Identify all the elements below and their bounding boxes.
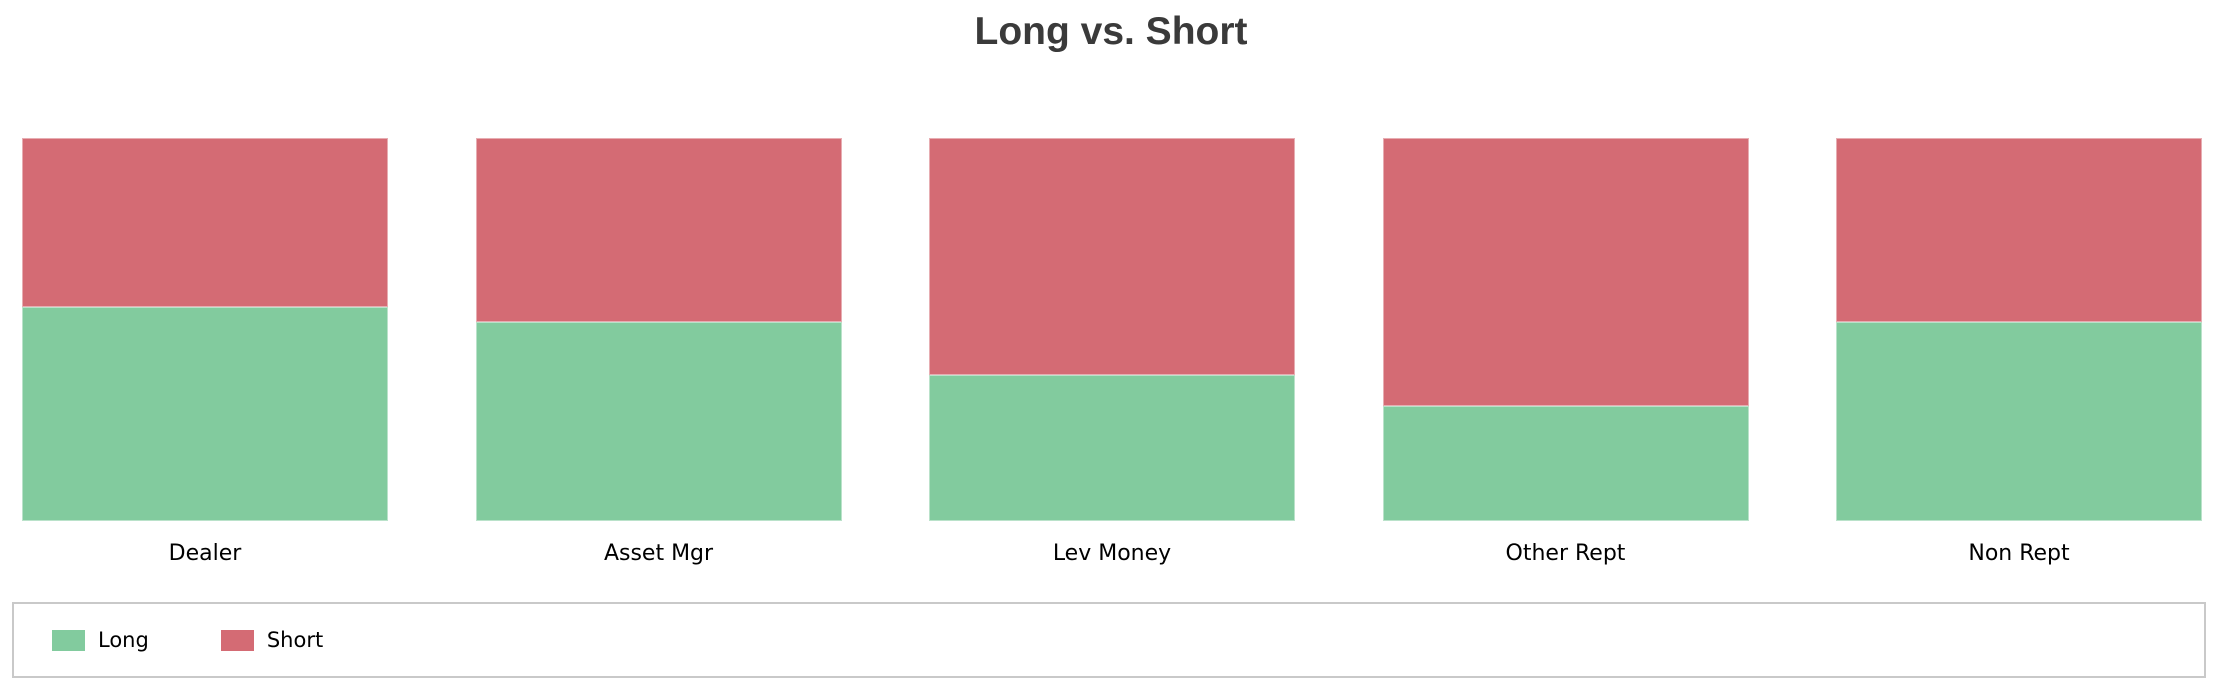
category-label: Asset Mgr [603,541,714,566]
bar-segment-short[interactable] [1382,138,1749,407]
bar-segment-long[interactable] [475,321,842,521]
stacked-bar[interactable] [929,138,1295,521]
bar-segment-short[interactable] [22,138,388,307]
bar-segment-short[interactable] [475,138,842,322]
category-label: Other Rept [1505,541,1626,566]
bar-segment-short[interactable] [1836,138,2202,322]
stacked-bar[interactable] [1382,138,1749,521]
bar-segment-long[interactable] [929,375,1295,521]
legend-item-long[interactable]: Long [52,628,149,652]
stacked-bar[interactable] [22,138,388,521]
category-label: Dealer [168,541,242,566]
stacked-bar[interactable] [1836,138,2202,521]
bar-column-asset-mgr: Asset Mgr [475,138,842,567]
legend-label: Short [266,628,324,652]
bar-column-other-rept: Other Rept [1382,138,1749,567]
chart-title: Long vs. Short [974,10,1248,53]
bar-column-dealer: Dealer [22,138,388,567]
category-label: Non Rept [1968,541,2070,566]
bar-segment-long[interactable] [1382,406,1749,521]
stacked-bar[interactable] [475,138,842,521]
bar-segment-short[interactable] [929,138,1295,376]
legend-swatch-icon [220,629,254,651]
bar-column-lev-money: Lev Money [929,138,1295,567]
legend-label: Long [98,628,149,652]
category-label: Lev Money [1052,541,1172,566]
legend: Long Short [12,602,2206,678]
legend-swatch-icon [52,629,85,651]
bar-column-non-rept: Non Rept [1836,138,2202,567]
legend-item-short[interactable]: Short [220,628,324,652]
bar-segment-long[interactable] [1836,321,2202,521]
plot-area: Dealer Asset Mgr Lev Money Other Rept Non Re… [0,138,2222,567]
bar-segment-long[interactable] [22,306,388,521]
